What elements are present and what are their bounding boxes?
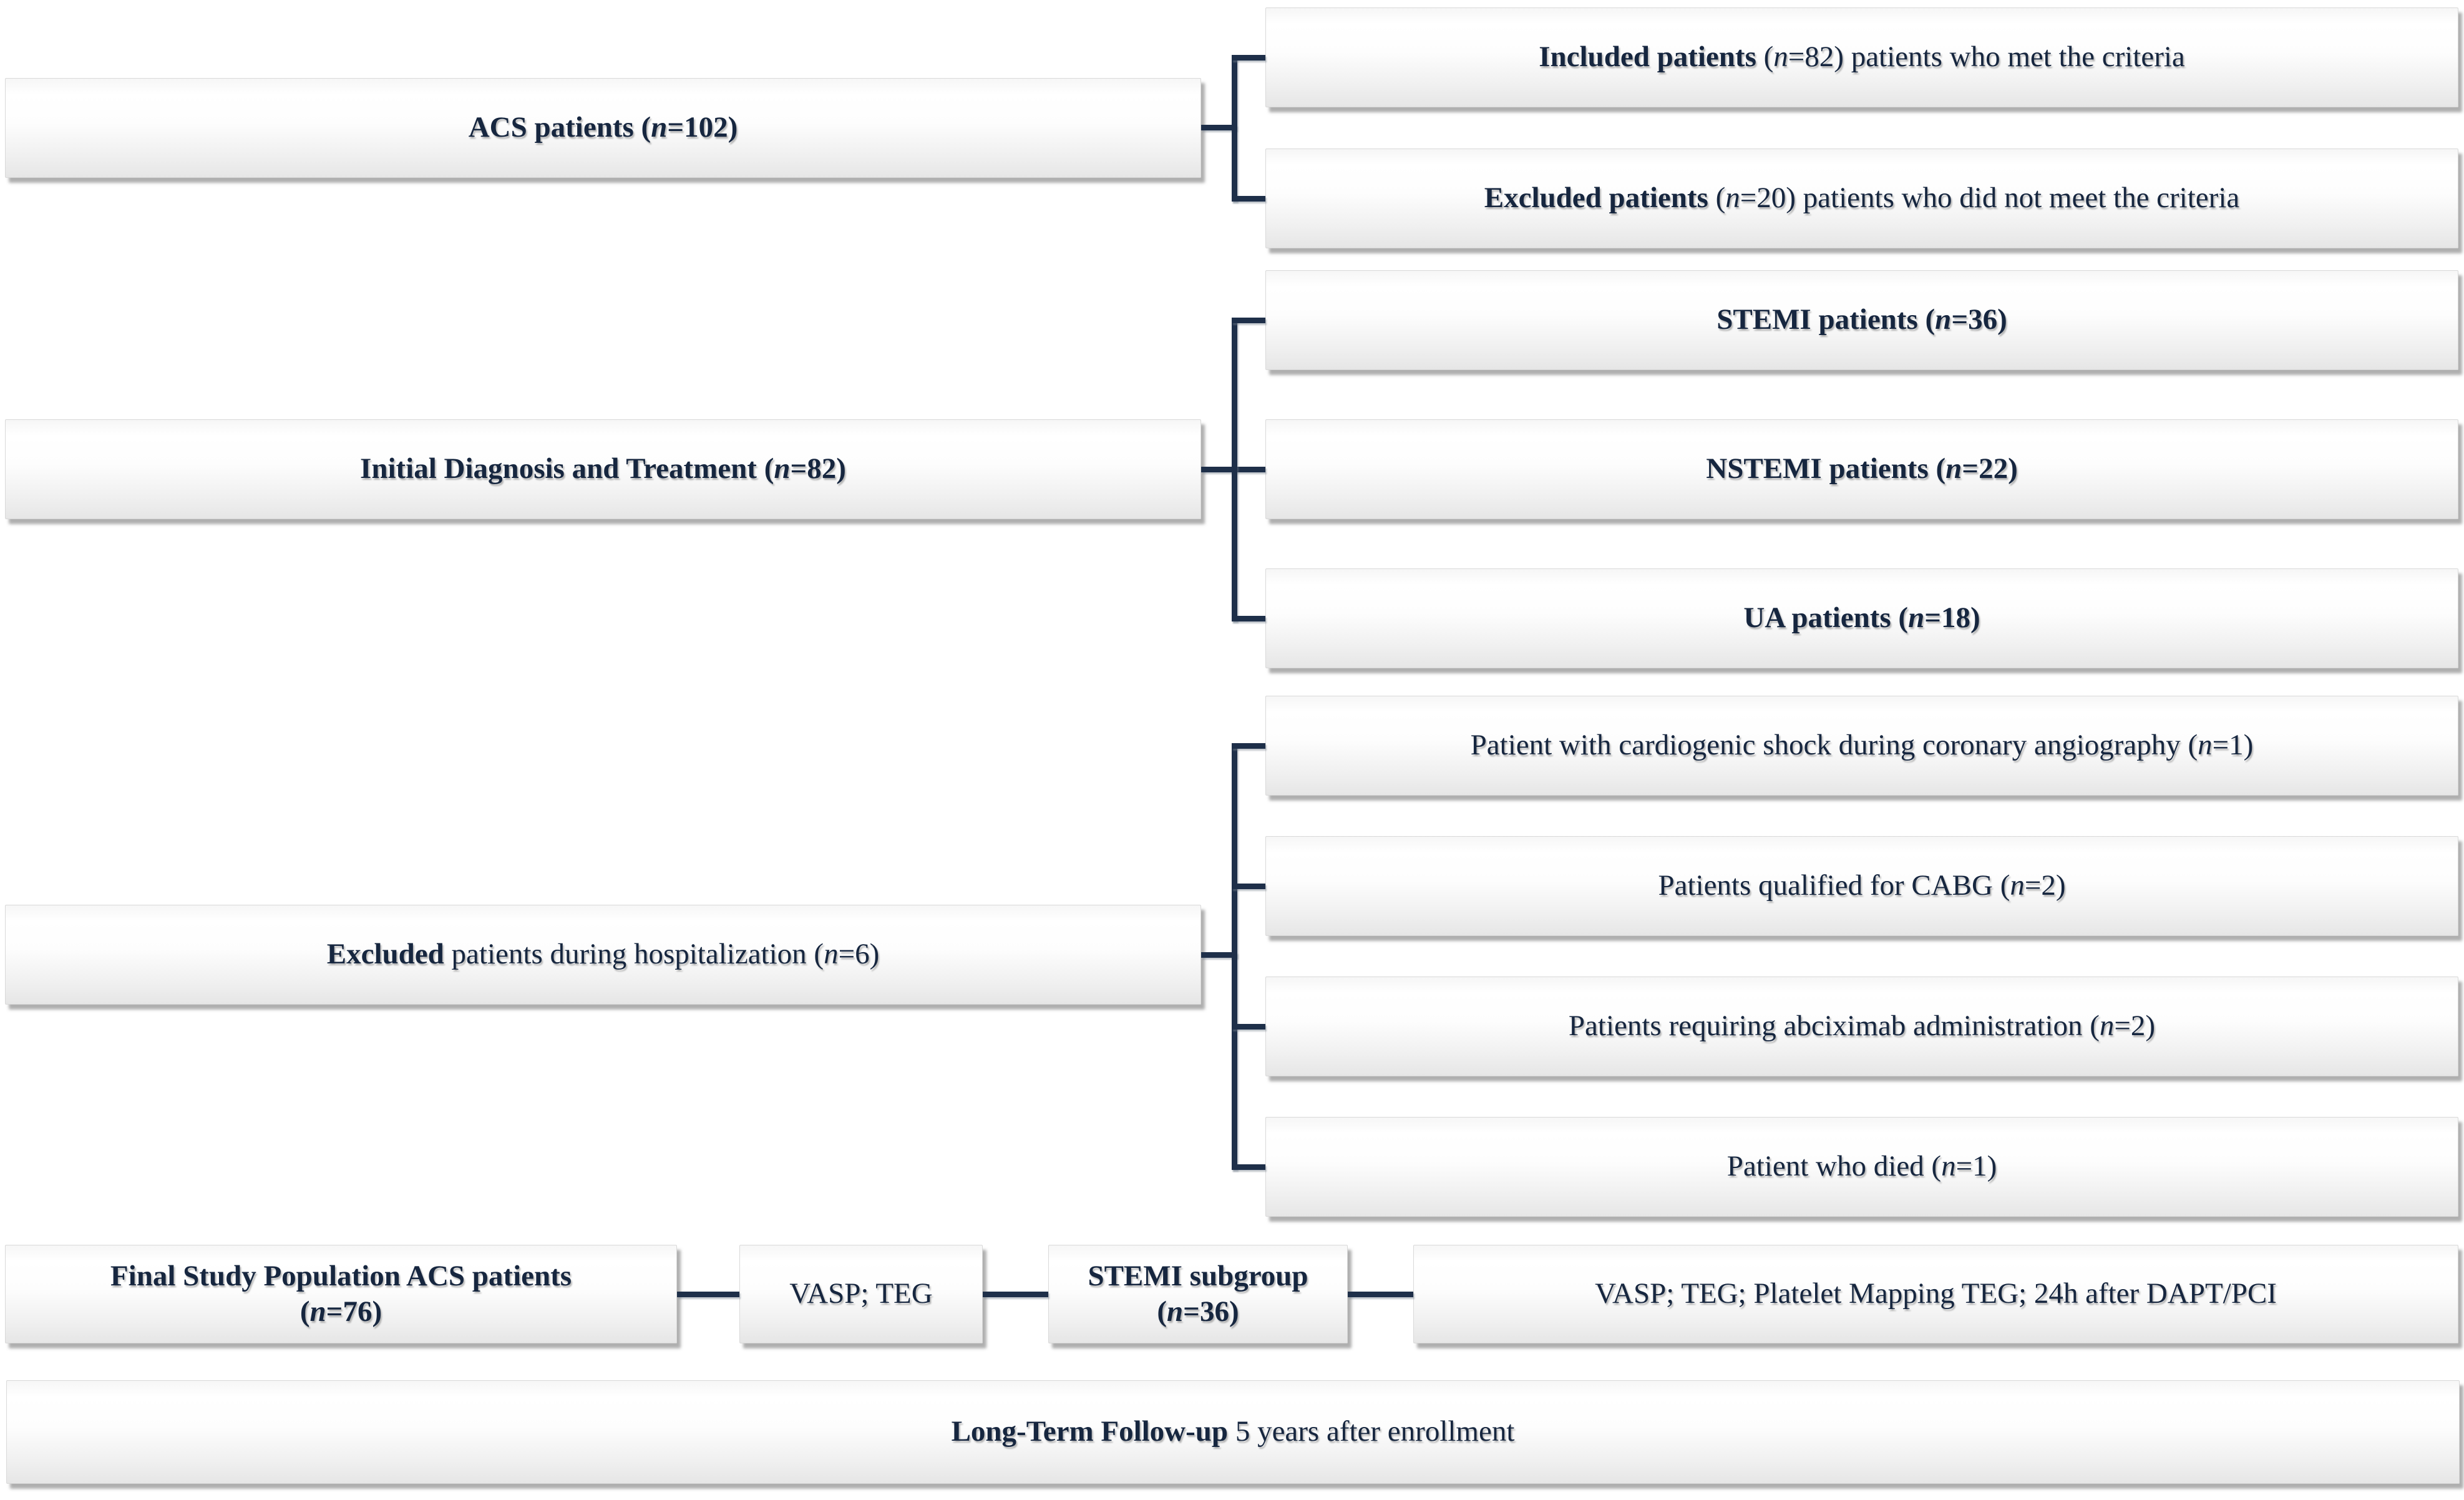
connector-final-to-vasp bbox=[677, 1292, 739, 1297]
box-excluded-hospitalization: Excluded patients during hospitalization… bbox=[5, 905, 1201, 1005]
box-stemi-subgroup: STEMI subgroup (n=36) bbox=[1048, 1245, 1348, 1343]
connector-excluded-to-died bbox=[1232, 1164, 1265, 1170]
box-cabg: Patients qualified for CABG (n=2) bbox=[1265, 836, 2458, 936]
box-nstemi-patients: NSTEMI patients (n=22) bbox=[1265, 419, 2458, 519]
connector-vasp-to-stemi-subgroup bbox=[983, 1292, 1048, 1297]
box-final-study-population: Final Study Population ACS patients (n=76… bbox=[5, 1245, 677, 1343]
connector-initial-to-stemi bbox=[1232, 318, 1265, 323]
connector-initial-trunk bbox=[1232, 318, 1237, 621]
connector-initial-to-ua bbox=[1232, 616, 1265, 621]
connector-acs-to-included bbox=[1232, 55, 1265, 61]
box-abciximab: Patients requiring abciximab administrat… bbox=[1265, 976, 2458, 1076]
box-ua-patients: UA patients (n=18) bbox=[1265, 568, 2458, 668]
box-initial-diagnosis: Initial Diagnosis and Treatment (n=82) bbox=[5, 419, 1201, 519]
connector-excluded-to-shock bbox=[1232, 743, 1265, 749]
box-vasp-teg-platelet-mapping: VASP; TEG; Platelet Mapping TEG; 24h aft… bbox=[1413, 1245, 2458, 1343]
box-acs-patients: ACS patients (n=102) bbox=[5, 78, 1201, 178]
box-excluded-patients-screening: Excluded patients (n=20) patients who di… bbox=[1265, 149, 2458, 248]
box-patient-died: Patient who died (n=1) bbox=[1265, 1117, 2458, 1217]
connector-excluded-to-cabg bbox=[1232, 884, 1265, 889]
box-vasp-teg: VASP; TEG bbox=[739, 1245, 983, 1343]
box-stemi-patients: STEMI patients (n=36) bbox=[1265, 270, 2458, 370]
connector-excluded-stub bbox=[1201, 952, 1237, 958]
box-cardiogenic-shock: Patient with cardiogenic shock during co… bbox=[1265, 696, 2458, 796]
connector-acs-trunk bbox=[1232, 55, 1237, 202]
connector-stemi-subgroup-to-vasp-pm bbox=[1348, 1292, 1413, 1297]
box-long-term-follow-up: Long-Term Follow-up 5 years after enroll… bbox=[6, 1380, 2460, 1484]
connector-excluded-to-abciximab bbox=[1232, 1024, 1265, 1030]
connector-acs-stub bbox=[1201, 125, 1237, 130]
connector-acs-to-excluded bbox=[1232, 196, 1265, 202]
box-included-patients: Included patients (n=82) patients who me… bbox=[1265, 7, 2458, 107]
connector-excluded-trunk bbox=[1232, 743, 1237, 1170]
